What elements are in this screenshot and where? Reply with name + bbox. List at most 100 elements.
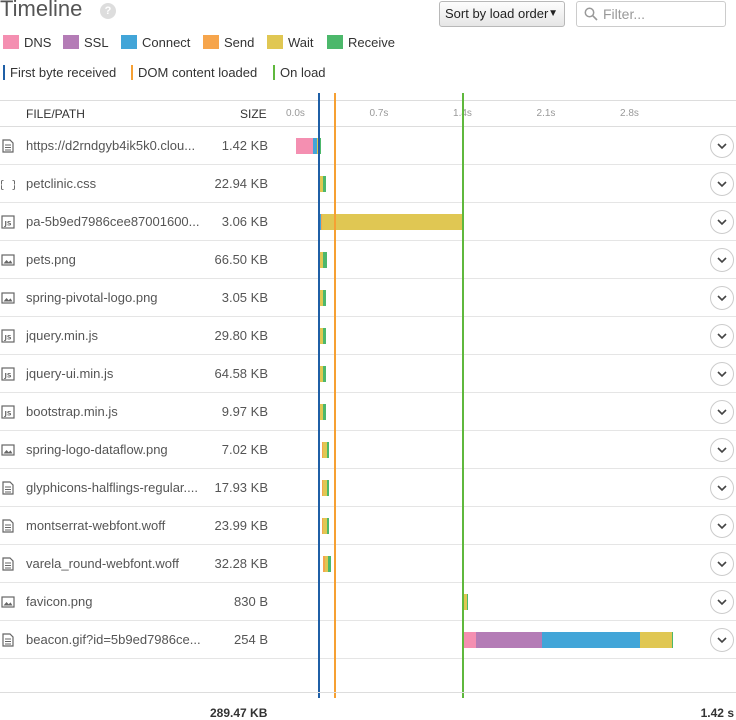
file-name: spring-pivotal-logo.png	[26, 290, 158, 305]
expand-row-button[interactable]	[710, 628, 734, 652]
dns-segment	[464, 632, 477, 648]
file-size: 3.06 KB	[221, 214, 268, 229]
receive-segment	[323, 176, 326, 192]
wait-segment	[639, 632, 672, 648]
chevron-down-icon	[717, 219, 727, 226]
chevron-down-icon	[717, 409, 727, 416]
expand-row-button[interactable]	[710, 400, 734, 424]
wait-swatch	[267, 35, 283, 49]
tick-label: 0.7s	[369, 108, 389, 119]
file-size: 1.42 KB	[221, 138, 268, 153]
ssl-segment	[476, 632, 542, 648]
wait-segment	[323, 480, 328, 496]
table-row[interactable]: spring-pivotal-logo.png 3.05 KB	[0, 279, 736, 317]
js-icon: JS	[1, 329, 15, 343]
wait-segment	[319, 366, 324, 382]
receive-swatch	[327, 35, 343, 49]
table-row[interactable]: JS jquery.min.js 29.80 KB	[0, 317, 736, 355]
file-column-header[interactable]: FILE/PATH	[26, 107, 85, 121]
file-size: 32.28 KB	[214, 556, 269, 571]
table-row[interactable]: beacon.gif?id=5b9ed7986ce... 254 B	[0, 621, 736, 659]
doc-icon	[1, 557, 15, 571]
chevron-down-icon	[717, 637, 727, 644]
table-row[interactable]: JS jquery-ui.min.js 64.58 KB	[0, 355, 736, 393]
table-row[interactable]: JS pa-5b9ed7986cee87001600... 3.06 KB	[0, 203, 736, 241]
chevron-down-icon	[717, 257, 727, 264]
send-segment	[321, 214, 323, 230]
table-row[interactable]: glyphicons-halflings-regular.... 17.93 KB	[0, 469, 736, 507]
sort-select[interactable]: Sort by load order ▼	[439, 1, 565, 27]
dom-loaded-swatch	[131, 65, 133, 80]
file-name: jquery-ui.min.js	[26, 366, 114, 381]
doc-icon	[1, 519, 15, 533]
table-row[interactable]: spring-logo-dataflow.png 7.02 KB	[0, 431, 736, 469]
table-row[interactable]: JS bootstrap.min.js 9.97 KB	[0, 393, 736, 431]
ssl-swatch	[63, 35, 79, 49]
file-name: https://d2rndgyb4ik5k0.clou...	[26, 138, 196, 153]
expand-row-button[interactable]	[710, 248, 734, 272]
receive-segment	[327, 480, 330, 496]
chevron-down-icon	[717, 143, 727, 150]
wait-segment	[464, 594, 467, 610]
chevron-down-icon	[717, 181, 727, 188]
expand-row-button[interactable]	[710, 134, 734, 158]
legend-wait: Wait	[267, 35, 314, 50]
expand-row-button[interactable]	[710, 172, 734, 196]
css-icon: { }	[0, 177, 18, 191]
expand-row-button[interactable]	[710, 438, 734, 462]
receive-segment	[323, 404, 326, 420]
send-segment	[322, 518, 324, 534]
table-row[interactable]: favicon.png 830 B	[0, 583, 736, 621]
file-size: 23.99 KB	[214, 518, 269, 533]
wait-segment	[319, 404, 324, 420]
file-size: 7.02 KB	[221, 442, 268, 457]
first-byte-marker	[317, 93, 320, 698]
doc-icon	[1, 481, 15, 495]
chevron-down-icon	[717, 371, 727, 378]
summary-footer: 289.47 KB 1.42 s	[0, 692, 736, 720]
file-name: pets.png	[26, 252, 76, 267]
file-size: 9.97 KB	[221, 404, 268, 419]
wait-segment	[323, 442, 328, 458]
receive-segment	[318, 138, 322, 154]
expand-row-button[interactable]	[710, 590, 734, 614]
size-column-header[interactable]: SIZE	[240, 107, 267, 121]
tick-label: 2.1s	[536, 108, 556, 119]
legend-dns: DNS	[3, 35, 51, 50]
filter-input[interactable]: Filter...	[576, 1, 726, 27]
chevron-down-icon	[717, 295, 727, 302]
file-name: beacon.gif?id=5b9ed7986ce...	[26, 632, 201, 647]
expand-row-button[interactable]	[710, 476, 734, 500]
expand-row-button[interactable]	[710, 362, 734, 386]
table-header: FILE/PATH SIZE 0.0s 0.7s 1.4s 2.1s 2.8s	[0, 100, 736, 127]
expand-row-button[interactable]	[710, 286, 734, 310]
file-size: 64.58 KB	[214, 366, 269, 381]
connect-segment	[312, 138, 318, 154]
file-name: spring-logo-dataflow.png	[26, 442, 168, 457]
expand-row-button[interactable]	[710, 210, 734, 234]
expand-row-button[interactable]	[710, 324, 734, 348]
legend-ssl: SSL	[63, 35, 109, 50]
caret-down-icon: ▼	[548, 8, 558, 19]
file-size: 254 B	[234, 632, 268, 647]
table-row[interactable]: https://d2rndgyb4ik5k0.clou... 1.42 KB	[0, 127, 736, 165]
file-name: montserrat-webfont.woff	[26, 518, 166, 533]
table-row[interactable]: { } petclinic.css 22.94 KB	[0, 165, 736, 203]
dom-loaded-marker	[334, 93, 337, 698]
chevron-down-icon	[717, 599, 727, 606]
receive-segment	[323, 290, 326, 306]
file-name: varela_round-webfont.woff	[26, 556, 179, 571]
help-icon[interactable]: ?	[100, 3, 116, 19]
expand-row-button[interactable]	[710, 552, 734, 576]
table-row[interactable]: montserrat-webfont.woff 23.99 KB	[0, 507, 736, 545]
receive-segment	[323, 328, 326, 344]
expand-row-button[interactable]	[710, 514, 734, 538]
table-row[interactable]: varela_round-webfont.woff 32.28 KB	[0, 545, 736, 583]
tick-label: 0.0s	[286, 108, 305, 119]
file-name: bootstrap.min.js	[26, 404, 118, 419]
legend-receive: Receive	[327, 35, 395, 50]
total-size: 289.47 KB	[210, 706, 268, 720]
table-row[interactable]: pets.png 66.50 KB	[0, 241, 736, 279]
wait-segment	[322, 214, 462, 230]
tick-label: 2.8s	[620, 108, 639, 119]
